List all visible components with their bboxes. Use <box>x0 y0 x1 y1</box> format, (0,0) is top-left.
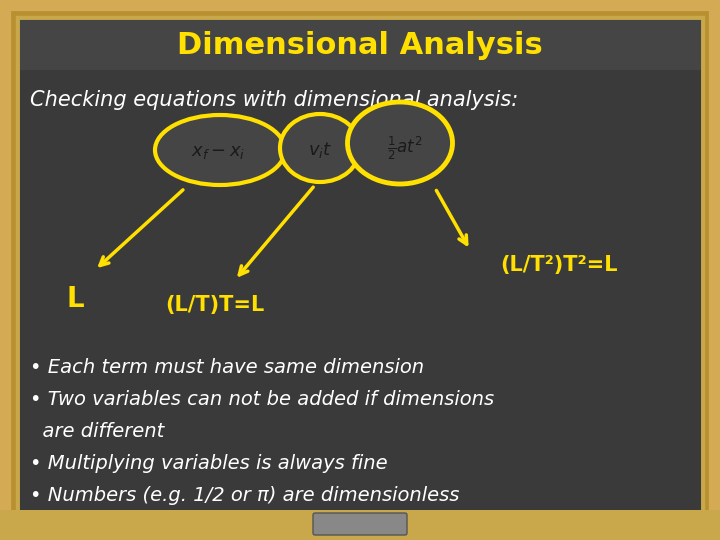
Text: • Numbers (e.g. 1/2 or π) are dimensionless: • Numbers (e.g. 1/2 or π) are dimensionl… <box>30 486 459 505</box>
FancyBboxPatch shape <box>18 18 702 522</box>
Text: $\frac{1}{2}at^2$: $\frac{1}{2}at^2$ <box>387 134 423 161</box>
Text: • Multiplying variables is always fine: • Multiplying variables is always fine <box>30 454 387 473</box>
FancyBboxPatch shape <box>313 513 407 535</box>
Ellipse shape <box>155 115 285 185</box>
Text: Checking equations with dimensional analysis:: Checking equations with dimensional anal… <box>30 90 518 110</box>
Text: • Each term must have same dimension: • Each term must have same dimension <box>30 358 424 377</box>
Text: $v_i t$: $v_i t$ <box>308 140 332 160</box>
Text: • Two variables can not be added if dimensions: • Two variables can not be added if dime… <box>30 390 494 409</box>
Text: $x_f - x_i$: $x_f - x_i$ <box>191 143 245 161</box>
FancyBboxPatch shape <box>0 510 720 540</box>
Text: L: L <box>66 285 84 313</box>
Ellipse shape <box>348 102 452 184</box>
Text: (L/T²)T²=L: (L/T²)T²=L <box>500 255 618 275</box>
Text: (L/T)T=L: (L/T)T=L <box>166 295 265 315</box>
Ellipse shape <box>280 114 360 182</box>
Text: Dimensional Analysis: Dimensional Analysis <box>177 31 543 60</box>
FancyBboxPatch shape <box>18 18 702 70</box>
Text: are different: are different <box>30 422 164 441</box>
